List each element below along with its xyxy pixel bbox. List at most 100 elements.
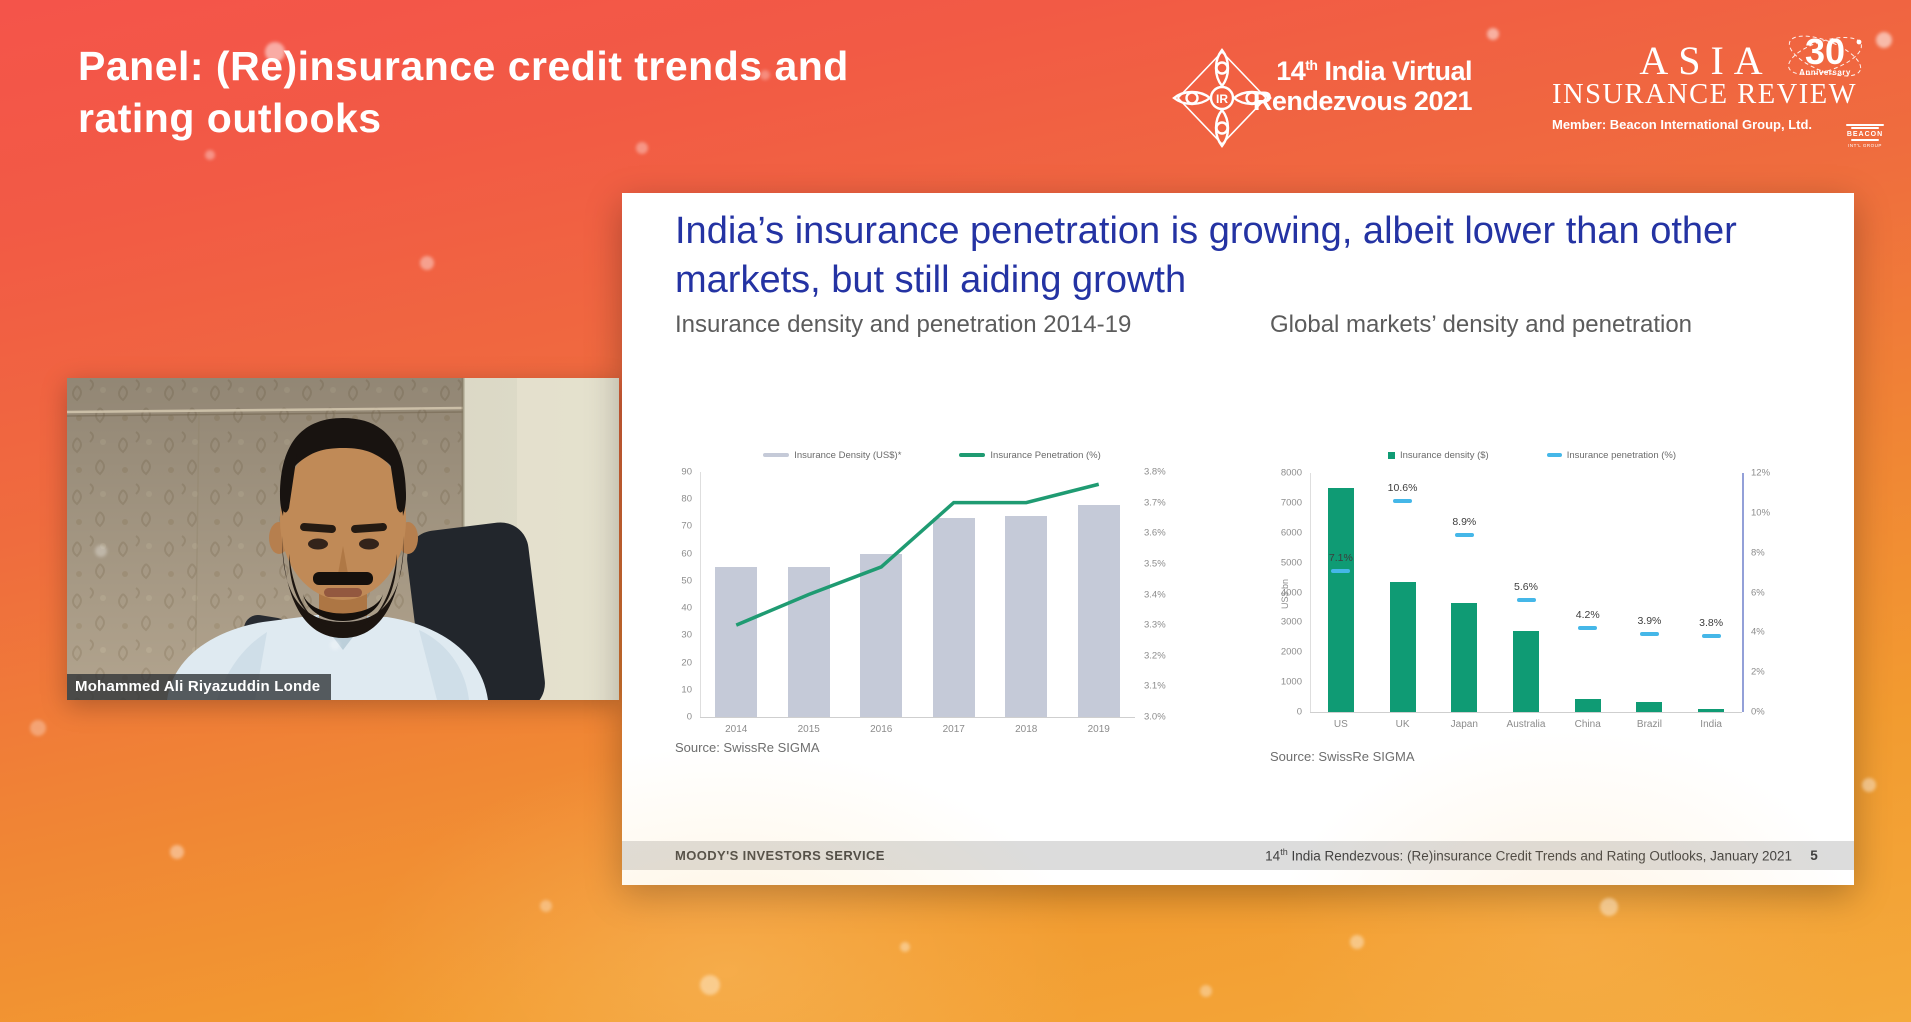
legend-label: Insurance Density (US$)* — [794, 449, 902, 461]
left-axis-tick: 0 — [686, 711, 692, 723]
bar-India — [1698, 709, 1725, 712]
penetration-line — [735, 482, 1100, 627]
x-axis-label: 2018 — [1015, 724, 1038, 735]
bokeh-dot — [1200, 985, 1212, 997]
air-logo-word-asia: Asia — [1639, 38, 1773, 83]
left-axis-tick: 7000 — [1280, 497, 1302, 509]
left-axis-tick: 2000 — [1280, 646, 1302, 658]
source-note-right: Source: SwissRe SIGMA — [1270, 749, 1415, 764]
left-axis-tick: 10 — [681, 684, 692, 696]
left-axis-tick: 4000 — [1280, 587, 1302, 598]
x-axis-label: 2016 — [870, 724, 893, 735]
bokeh-dot — [420, 256, 434, 270]
density-penetration-chart-india: Insurance Density (US$)* Insurance Penetr… — [672, 448, 1232, 748]
speaker-person — [167, 418, 488, 700]
bokeh-dot — [1876, 32, 1892, 48]
left-axis-tick: 30 — [681, 629, 692, 641]
legend-item: Insurance penetration (%) — [1546, 449, 1677, 461]
left-axis-tick: 40 — [681, 602, 692, 614]
right-axis-tick: 3.7% — [1144, 497, 1166, 509]
right-axis-tick: 0% — [1751, 706, 1765, 718]
right-axis-tick: 3.3% — [1144, 619, 1166, 631]
left-chart-title: Insurance density and penetration 2014-1… — [675, 311, 1132, 338]
rendezvous-flower-icon: IR — [1172, 48, 1272, 148]
page-number: 5 — [1810, 848, 1818, 863]
left-axis-tick: 6000 — [1280, 527, 1302, 539]
right-axis-tick: 12% — [1751, 467, 1771, 479]
legend-line-glyph — [1546, 453, 1562, 457]
x-axis-line — [700, 717, 1135, 718]
slide-footer: MOODY'S INVESTORS SERVICE 14th India Ren… — [622, 841, 1854, 870]
bar-2014 — [715, 567, 758, 717]
right-axis-tick: 2% — [1751, 666, 1765, 678]
x-axis-label: 2015 — [797, 724, 820, 735]
legend-line-glyph — [959, 453, 986, 457]
x-axis-label: China — [1574, 719, 1601, 730]
y-axis-line — [1310, 473, 1311, 712]
bar-US — [1327, 487, 1354, 712]
penetration-value-label: 8.9% — [1452, 515, 1477, 528]
penetration-marker — [1331, 568, 1351, 573]
deck-title: 14th India Rendezvous: (Re)insurance Cre… — [1265, 847, 1792, 864]
penetration-value-label: 7.1% — [1328, 551, 1353, 564]
x-axis-label: 2017 — [942, 724, 965, 735]
air-member-line: Member: Beacon International Group, Ltd. — [1552, 116, 1813, 132]
bokeh-dot — [700, 975, 720, 995]
x-axis-label: India — [1700, 719, 1722, 730]
x-axis-label: US — [1333, 719, 1348, 730]
bokeh-dot — [540, 900, 552, 912]
left-axis-tick: 0 — [1296, 706, 1302, 718]
speaker-video-tile: Mohammed Ali Riyazuddin Londe — [67, 378, 619, 700]
bar-2019 — [1077, 504, 1120, 717]
legend-label: Insurance density ($) — [1399, 449, 1489, 461]
rendezvous-monogram: IR — [1216, 92, 1228, 106]
penetration-marker — [1454, 532, 1474, 537]
participant-name-label: Mohammed Ali Riyazuddin Londe — [67, 674, 332, 700]
right-axis-tick: 3.4% — [1144, 589, 1166, 600]
legend-item: Insurance Density (US$)* — [763, 450, 901, 461]
penetration-value-label: 5.6% — [1514, 581, 1538, 594]
right-axis-tick: 3.1% — [1144, 680, 1166, 692]
legend-label: Insurance penetration (%) — [1566, 449, 1677, 461]
badge-30-text: Anniversary — [1799, 68, 1851, 77]
right-axis-tick: 3.6% — [1144, 527, 1166, 539]
legend-item: Insurance density ($) — [1387, 449, 1489, 461]
asia-insurance-review-logo: Asia Insurance Review Member: Beacon Int… — [1552, 34, 1884, 148]
right-axis-tick: 3.8% — [1144, 466, 1166, 478]
left-axis-tick: 20 — [681, 657, 692, 669]
left-axis-tick: 5000 — [1280, 557, 1302, 569]
right-chart-title: Global markets’ density and penetration — [1270, 311, 1693, 338]
left-axis-tick: 80 — [681, 493, 692, 505]
bar-2018 — [1005, 515, 1048, 717]
x-axis-label: 2019 — [1087, 724, 1110, 735]
x-axis-label: UK — [1395, 719, 1410, 730]
bokeh-dot — [170, 845, 184, 859]
bar-2017 — [932, 518, 975, 717]
slide-title: India’s insurance penetration is growing… — [675, 210, 1737, 302]
penetration-marker — [1701, 634, 1721, 639]
bokeh-dot — [205, 150, 215, 160]
bar-2015 — [787, 567, 830, 717]
x-axis-label: Australia — [1506, 719, 1546, 730]
bokeh-dot — [1487, 28, 1499, 40]
right-axis-tick: 8% — [1751, 547, 1765, 559]
bar-China — [1574, 699, 1601, 712]
bokeh-dot — [900, 942, 910, 952]
bar-Japan — [1451, 602, 1478, 712]
x-axis-line — [1310, 712, 1742, 713]
left-axis-tick: 90 — [681, 466, 692, 478]
right-axis-tick: 3.0% — [1144, 711, 1166, 723]
penetration-value-label: 4.2% — [1575, 609, 1600, 622]
bar-2016 — [860, 553, 903, 717]
bokeh-dot — [1350, 935, 1364, 949]
left-axis-tick: 1000 — [1280, 676, 1302, 688]
legend-bar-glyph — [1387, 451, 1395, 459]
penetration-marker — [1393, 498, 1413, 503]
penetration-value-label: 3.9% — [1637, 615, 1662, 628]
y-axis-line — [700, 472, 701, 717]
global-markets-chart: Insurance density ($) Insurance penetrati… — [1262, 448, 1842, 758]
speaker-video-frame — [67, 378, 619, 700]
right-axis-tick: 10% — [1751, 507, 1771, 519]
x-axis-label: 2014 — [725, 724, 748, 735]
